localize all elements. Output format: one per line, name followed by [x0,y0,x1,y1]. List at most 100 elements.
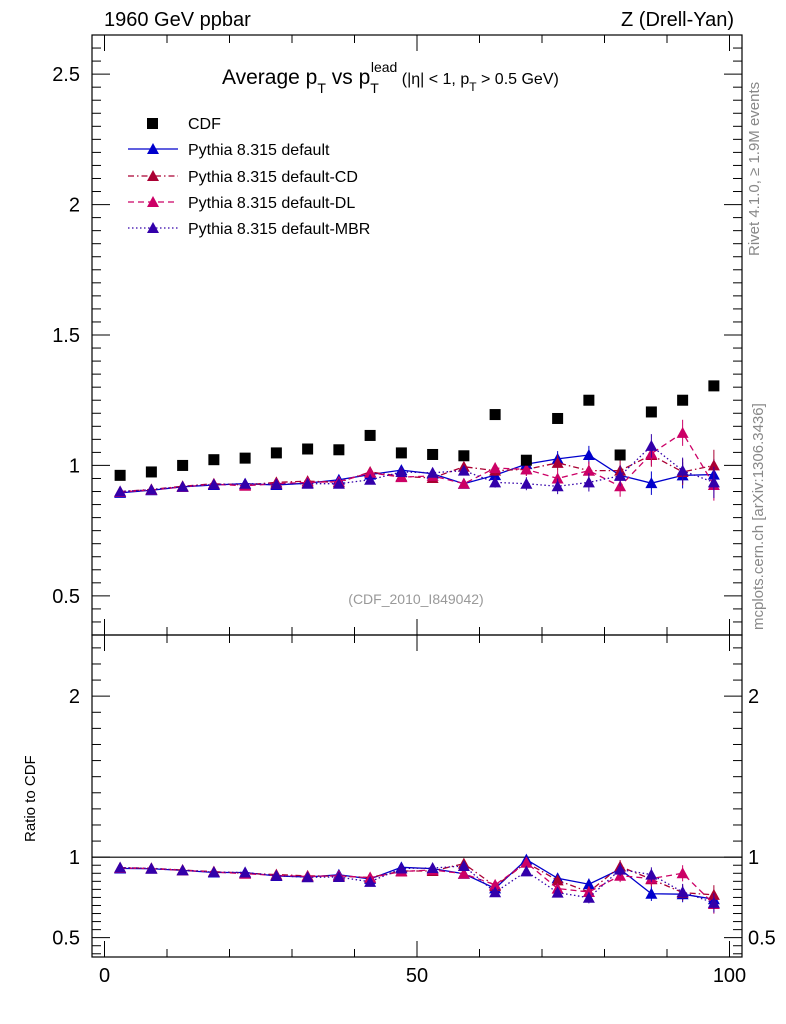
data-point [520,454,532,466]
mcplots-label: mcplots.cern.ch [arXiv:1306.3436] [750,403,767,630]
series-line [120,454,715,493]
header-left-label: 1960 GeV ppbar [104,9,251,31]
ratio-series-point [426,861,439,873]
ratio-series-point [645,868,658,880]
ratio-series-point [520,856,533,868]
data-point [708,380,720,392]
series-pythia-8-315-default-dl [114,419,720,914]
series-point [364,466,377,478]
legend-label-default-cd: Pythia 8.315 default-CD [188,169,358,186]
main-y-tick-label: 2 [69,195,80,217]
series-point [551,472,564,484]
ratio-series-point [489,878,502,890]
ratio-series-line [120,865,715,904]
ratio-y-tick-label: 2 [69,686,80,708]
series-point [176,480,189,492]
series-point [114,485,127,497]
ratio-series-point [551,886,564,898]
ratio-y-tick-label-right: 1 [748,847,759,869]
data-point [458,450,470,462]
series-point [707,476,720,488]
ratio-series-point [582,885,595,897]
ratio-y-axis-title: Ratio to CDF [22,755,39,842]
series-point [489,462,502,474]
chart-title: Average pT vs pTlead (|η| < 1, pT > 0.5 … [222,59,559,96]
data-point [177,459,189,471]
data-point [552,412,564,424]
main-y-tick-label: 1 [69,455,80,477]
ratio-y-tick-label: 1 [69,847,80,869]
data-point [364,429,376,441]
ratio-plot-frame [91,634,743,958]
series-pythia-8-315-default-mbr [114,434,720,913]
series-point [551,480,564,492]
data-point [208,454,220,466]
series-point [645,439,658,451]
x-tick-label: 0 [99,965,110,987]
main-y-tick-label: 1.5 [52,325,80,347]
rivet-version-label: Rivet 4.1.0, ≥ 1.9M events [746,81,763,256]
ratio-series-point [332,870,345,882]
ratio-series-point [145,862,158,874]
ratio-series-point [645,887,658,899]
data-point [614,449,626,461]
series-point [582,464,595,476]
data-point [489,409,501,421]
ratio-y-tick-label: 0.5 [52,928,80,950]
ratio-series-point [114,861,127,873]
legend-marker-cdf [147,118,158,129]
legend-label-default-mbr: Pythia 8.315 default-MBR [188,221,370,238]
series-point [551,456,564,468]
ratio-series-point [457,860,470,872]
ratio-series-point [676,867,689,879]
ratio-y-tick-label-right: 0.5 [748,928,776,950]
series-point [582,476,595,488]
x-tick-label: 100 [713,965,746,987]
series-point [332,477,345,489]
ratio-series-point [707,896,720,908]
series-point [489,476,502,488]
ratio-y-tick-label-right: 2 [748,686,759,708]
series-point [614,469,627,481]
ratio-series-point [582,878,595,890]
ratio-series-point [364,875,377,887]
data-layer [114,380,720,481]
data-point [677,394,689,406]
series-point [395,465,408,477]
series-point [301,477,314,489]
legend-marker-default-cd [147,170,159,181]
series-point [457,464,470,476]
legend-marker-default-dl [147,196,159,207]
series-layer [114,419,720,914]
data-point [333,444,345,456]
series-point [364,473,377,485]
ratio-series-point [551,874,564,886]
series-point [520,477,533,489]
ratio-series-point [520,865,533,877]
ratio-series-point [457,867,470,879]
legend-label-default: Pythia 8.315 default [188,142,330,159]
series-point [426,466,439,478]
series-point [520,463,533,475]
ratio-series-point [614,863,627,875]
main-y-tick-label: 0.5 [52,586,80,608]
series-point [676,426,689,438]
data-point [645,406,657,418]
ratio-series-line [120,861,715,905]
main-y-tick-label: 2.5 [52,64,80,86]
ratio-series-point [395,862,408,874]
series-line [120,454,714,494]
legend-label-cdf: CDF [188,116,221,133]
ratio-series-point [270,869,283,881]
data-point [302,443,314,455]
ratio-series-point [489,886,502,898]
x-tick-label: 50 [406,965,428,987]
data-point [239,452,251,464]
series-point [645,477,658,489]
header-right-label: Z (Drell-Yan) [621,9,734,31]
ratio-series-point [207,866,220,878]
ratio-series-point [582,891,595,903]
series-point [457,477,470,489]
ratio-series-line [120,861,714,896]
